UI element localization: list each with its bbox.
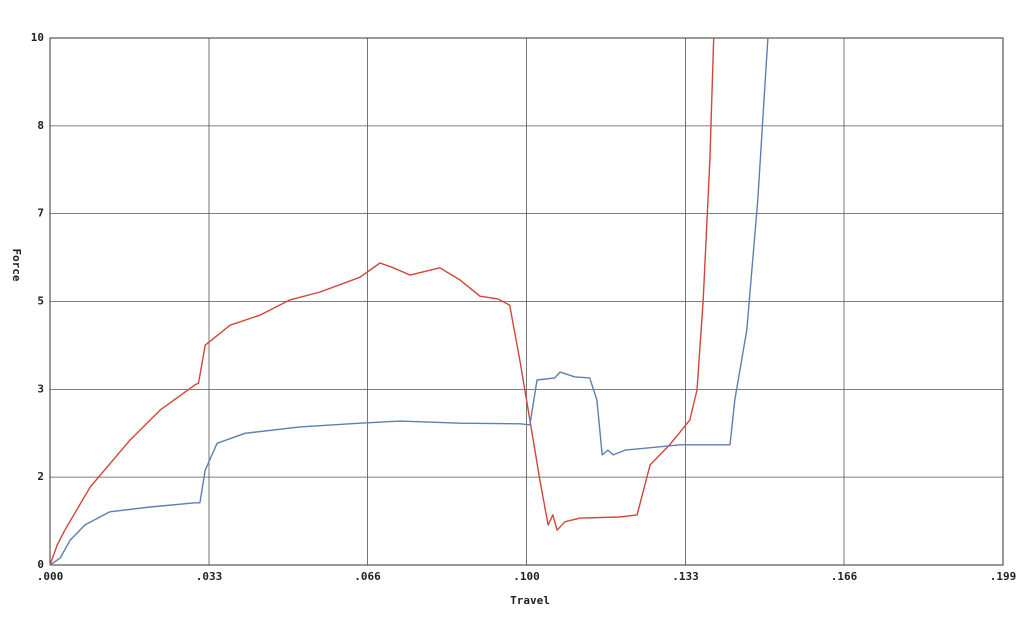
x-tick-label: .166 — [831, 570, 858, 583]
x-tick-label: .066 — [354, 570, 381, 583]
y-axis-label: Force — [10, 248, 23, 281]
x-tick-label: .199 — [990, 570, 1017, 583]
y-tick-label: 5 — [37, 295, 44, 308]
y-tick-label: 2 — [37, 470, 44, 483]
x-axis-label: Travel — [510, 594, 550, 607]
series-line — [49, 37, 769, 566]
y-tick-label: 7 — [37, 207, 44, 220]
x-tick-label: .000 — [37, 570, 64, 583]
plot-frame — [49, 37, 1004, 566]
y-tick-label: 3 — [37, 382, 44, 395]
x-tick-label: .100 — [513, 570, 540, 583]
y-tick-label: 10 — [31, 31, 44, 44]
y-tick-label: 8 — [37, 119, 44, 132]
series-line — [49, 37, 715, 566]
y-tick-label: 0 — [37, 558, 44, 571]
x-tick-label: .033 — [196, 570, 223, 583]
x-tick-label: .133 — [672, 570, 699, 583]
